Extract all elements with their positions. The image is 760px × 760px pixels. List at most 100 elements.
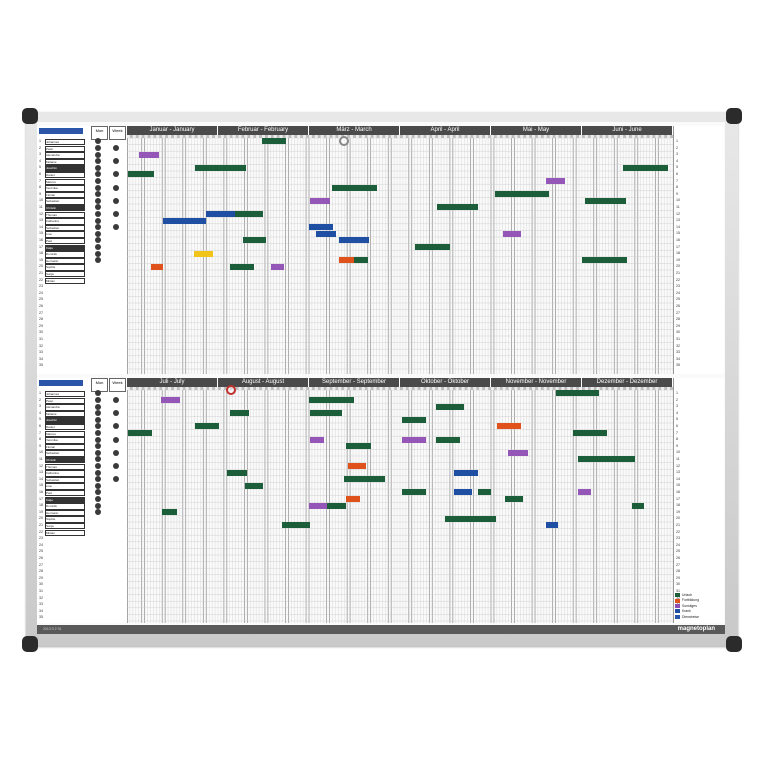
employee-name-card[interactable]: Joachim <box>45 417 85 424</box>
planner-strip[interactable] <box>163 217 206 224</box>
planner-strip[interactable] <box>622 164 668 171</box>
planner-strip[interactable] <box>572 429 608 436</box>
employee-name-card[interactable]: Thomas <box>45 211 85 218</box>
planner-strip[interactable] <box>128 429 153 436</box>
employee-name-card[interactable]: Dominik <box>45 503 85 510</box>
employee-name-card[interactable]: Miriam <box>45 277 85 284</box>
status-magnet[interactable] <box>95 210 101 217</box>
employee-name-card[interactable]: Daniel <box>45 172 85 179</box>
planner-strip[interactable] <box>346 443 371 450</box>
status-magnet[interactable] <box>95 197 101 204</box>
planner-strip[interactable] <box>354 257 369 264</box>
status-magnet[interactable] <box>95 489 101 496</box>
planner-strip[interactable] <box>508 449 528 456</box>
planner-strip[interactable] <box>205 210 238 217</box>
employee-name-card[interactable]: Hermann <box>45 257 85 265</box>
planner-strip[interactable] <box>310 436 324 443</box>
status-magnet[interactable] <box>113 410 119 417</box>
planner-strip[interactable] <box>402 436 427 443</box>
status-magnet[interactable] <box>95 250 101 257</box>
planner-strip[interactable] <box>161 509 178 516</box>
employee-name-card[interactable]: Lisa <box>45 483 85 490</box>
status-magnet[interactable] <box>95 443 101 450</box>
planner-strip[interactable] <box>309 396 355 403</box>
status-magnet[interactable] <box>113 224 119 231</box>
status-magnet[interactable] <box>95 456 101 463</box>
status-magnet[interactable] <box>95 509 101 516</box>
status-magnet[interactable] <box>95 177 101 184</box>
planner-strip[interactable] <box>556 390 599 397</box>
status-magnet[interactable] <box>113 184 119 191</box>
status-magnet[interactable] <box>95 469 101 476</box>
planner-strip[interactable] <box>577 456 635 463</box>
status-magnet[interactable] <box>95 224 101 231</box>
employee-name-card[interactable]: Johannes <box>45 391 85 398</box>
status-magnet[interactable] <box>113 436 119 443</box>
employee-name-card[interactable]: Sophie <box>45 264 85 271</box>
date-marker-pin[interactable] <box>339 136 349 146</box>
planner-strip[interactable] <box>282 522 311 529</box>
planner-strip[interactable] <box>436 436 461 443</box>
status-magnet[interactable] <box>113 197 119 204</box>
planner-strip[interactable] <box>326 502 347 509</box>
employee-name-card[interactable]: Melanie <box>45 158 85 166</box>
planner-strip[interactable] <box>344 476 385 483</box>
employee-name-card[interactable]: Alexandra <box>45 404 85 411</box>
planner-strip[interactable] <box>271 263 285 270</box>
today-marker-pin[interactable] <box>226 385 236 395</box>
planner-strip[interactable] <box>338 237 370 244</box>
employee-name-card[interactable]: Marcus <box>45 430 85 437</box>
planner-strip[interactable] <box>309 224 334 231</box>
planner-strip[interactable] <box>160 396 181 403</box>
status-magnet[interactable] <box>95 158 101 165</box>
planner-strip[interactable] <box>402 416 427 423</box>
employee-name-card[interactable]: Christin <box>45 205 85 212</box>
employee-name-card[interactable]: Paul <box>45 490 85 497</box>
planner-strip[interactable] <box>415 243 451 250</box>
status-magnet[interactable] <box>95 138 101 145</box>
status-magnet[interactable] <box>95 191 101 198</box>
planner-strip[interactable] <box>546 522 559 529</box>
planner-strip[interactable] <box>315 230 336 237</box>
planner-strip[interactable] <box>139 151 159 158</box>
planner-strip[interactable] <box>128 171 155 178</box>
planner-strip[interactable] <box>235 210 254 217</box>
planner-strip[interactable] <box>402 489 427 496</box>
status-magnet[interactable] <box>113 144 119 151</box>
status-magnet[interactable] <box>95 396 101 403</box>
planner-strip[interactable] <box>584 197 627 204</box>
status-magnet[interactable] <box>95 144 101 151</box>
planner-strip[interactable] <box>577 489 592 496</box>
planner-strip[interactable] <box>631 502 644 509</box>
employee-name-card[interactable]: Sonja <box>45 271 85 278</box>
employee-name-card[interactable]: Florian <box>45 443 85 451</box>
employee-name-card[interactable]: Sonja <box>45 523 85 530</box>
planner-strip[interactable] <box>546 177 565 184</box>
status-magnet[interactable] <box>95 476 101 483</box>
status-magnet[interactable] <box>113 396 119 403</box>
status-magnet[interactable] <box>95 410 101 417</box>
status-magnet[interactable] <box>113 210 119 217</box>
planner-strip[interactable] <box>338 257 358 264</box>
status-magnet[interactable] <box>95 390 101 397</box>
status-magnet[interactable] <box>95 184 101 191</box>
employee-name-card[interactable]: Marcus <box>45 178 85 185</box>
status-magnet[interactable] <box>95 449 101 456</box>
planner-strip[interactable] <box>444 515 497 522</box>
employee-name-card[interactable]: Melanie <box>45 410 85 418</box>
planner-strip[interactable] <box>244 482 264 489</box>
status-magnet[interactable] <box>95 462 101 469</box>
planner-strip[interactable] <box>242 237 266 244</box>
planner-strip[interactable] <box>504 495 524 502</box>
employee-name-card[interactable]: Katharina <box>45 218 85 225</box>
status-magnet[interactable] <box>95 423 101 430</box>
status-magnet[interactable] <box>113 171 119 178</box>
employee-name-card[interactable]: Peter <box>45 397 85 404</box>
employee-name-card[interactable]: Katja <box>45 244 85 251</box>
status-magnet[interactable] <box>95 171 101 178</box>
planner-strip[interactable] <box>309 502 328 509</box>
status-magnet[interactable] <box>95 429 101 436</box>
planner-strip[interactable] <box>347 462 367 469</box>
status-magnet[interactable] <box>95 436 101 443</box>
status-magnet[interactable] <box>113 158 119 165</box>
